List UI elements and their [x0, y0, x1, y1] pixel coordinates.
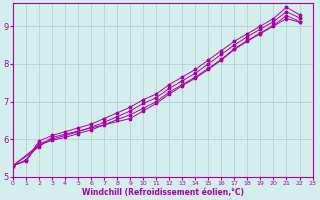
X-axis label: Windchill (Refroidissement éolien,°C): Windchill (Refroidissement éolien,°C): [82, 188, 244, 197]
